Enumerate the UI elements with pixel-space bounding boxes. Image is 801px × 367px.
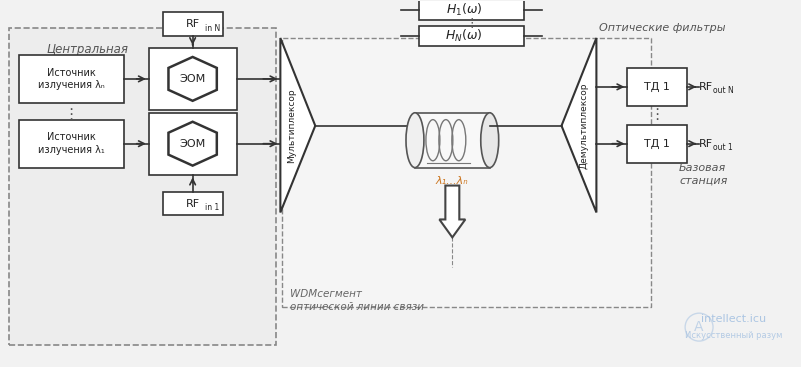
Text: Центральная
станция: Центральная станция (46, 43, 128, 72)
Text: ⋮: ⋮ (63, 107, 78, 122)
Text: RF: RF (186, 19, 199, 29)
Text: Оптические фильтры: Оптические фильтры (599, 23, 726, 33)
Text: intellect.icu: intellect.icu (702, 314, 767, 324)
Bar (283, 38, 651, 307)
Bar (9, 28, 276, 345)
Text: $H_N(\omega)$: $H_N(\omega)$ (445, 28, 482, 44)
Text: out N: out N (713, 86, 734, 95)
Ellipse shape (481, 113, 499, 168)
Bar (19, 120, 124, 168)
Text: ⋮: ⋮ (465, 17, 478, 30)
Text: in 1: in 1 (204, 203, 219, 212)
Polygon shape (280, 38, 316, 212)
Text: RF: RF (699, 82, 713, 92)
Bar (420, 0, 524, 20)
Bar (627, 125, 687, 163)
Text: Источник
излучения λₙ: Источник излучения λₙ (38, 68, 104, 90)
Text: WDMсегмент
оптической линии связи: WDMсегмент оптической линии связи (290, 289, 425, 312)
Bar (19, 55, 124, 103)
Polygon shape (168, 122, 217, 166)
Text: RF: RF (699, 139, 713, 149)
Polygon shape (440, 186, 465, 237)
Polygon shape (562, 38, 597, 212)
Text: out 1: out 1 (713, 143, 733, 152)
Text: RF: RF (186, 199, 199, 208)
Bar (420, 26, 524, 46)
Text: ΤД 1: ΤД 1 (644, 82, 670, 92)
Text: Искусственный разум: Искусственный разум (686, 331, 783, 339)
Text: in N: in N (204, 23, 219, 33)
Polygon shape (168, 57, 217, 101)
Text: $H_1(\omega)$: $H_1(\omega)$ (445, 2, 482, 18)
Text: Мультиплексор: Мультиплексор (287, 88, 296, 163)
Bar (627, 68, 687, 106)
Text: Базовая
станция: Базовая станция (679, 163, 727, 185)
Bar (163, 12, 223, 36)
Bar (163, 192, 223, 215)
Text: λ₁...λₙ: λ₁...λₙ (436, 175, 469, 186)
Text: ⋮: ⋮ (650, 107, 665, 122)
Bar (415, 113, 489, 168)
Bar (149, 48, 236, 110)
Text: Демультиплексор: Демультиплексор (580, 83, 589, 169)
Text: ΤД 1: ΤД 1 (644, 139, 670, 149)
Bar (149, 113, 236, 175)
Text: ЭОМ: ЭОМ (179, 74, 206, 84)
Text: ЭОМ: ЭОМ (179, 139, 206, 149)
Text: Источник
излучения λ₁: Источник излучения λ₁ (38, 132, 104, 155)
Ellipse shape (406, 113, 424, 168)
Text: A: A (694, 320, 704, 334)
